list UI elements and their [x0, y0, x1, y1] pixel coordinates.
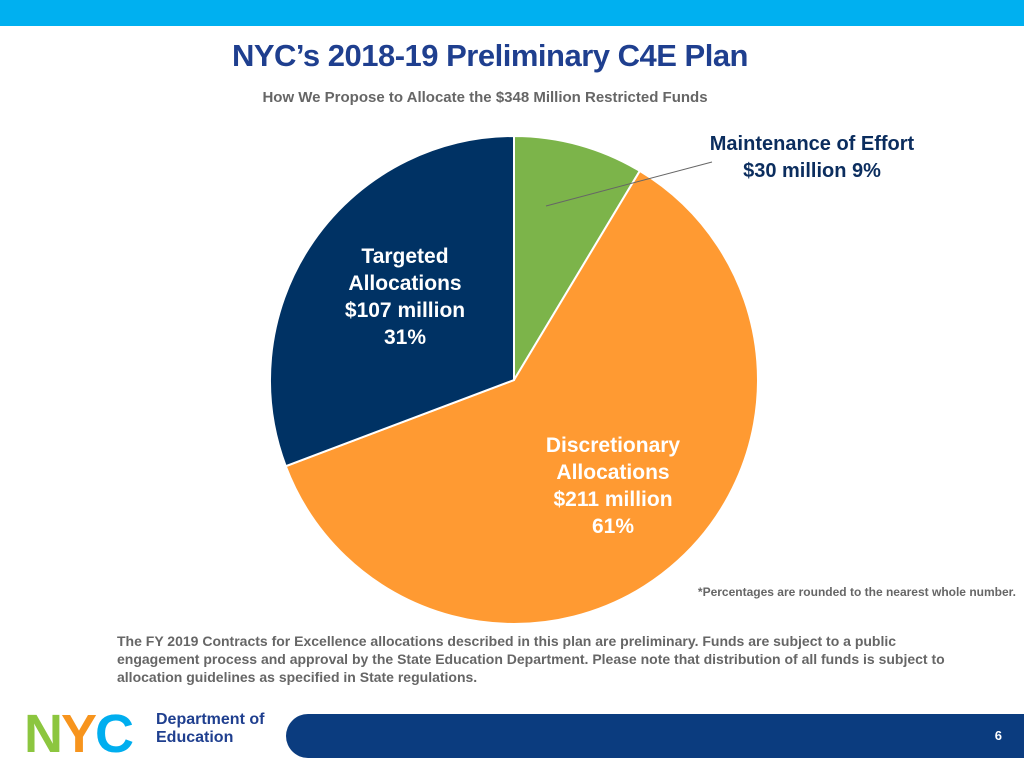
slice-label-maintenance-line2: $30 million 9%: [743, 160, 881, 182]
slide-title: NYC’s 2018-19 Preliminary C4E Plan: [231, 38, 749, 73]
pie-slice-targeted: [269, 134, 515, 468]
slice-label-discretionary-line4: 61%: [591, 515, 635, 538]
slice-label-targeted-line4: 31%: [383, 326, 427, 349]
slice-label-targeted-line3: $107 million: [344, 299, 466, 322]
logo-text-line2: Education: [156, 729, 234, 746]
logo-text: Department of Education: [156, 711, 264, 747]
logo-letter-c: C: [95, 704, 134, 764]
footnote: *Percentages are rounded to the nearest …: [697, 585, 1016, 599]
nyc-logo-mark: NYC: [24, 707, 134, 761]
top-accent-bar: [0, 0, 1024, 26]
leader-line-maintenance: [545, 161, 713, 207]
logo-letter-y: Y: [61, 704, 97, 764]
slice-label-discretionary-line2: Allocations: [556, 461, 670, 484]
disclaimer-text: The FY 2019 Contracts for Excellence all…: [117, 633, 945, 685]
slice-label-targeted: Targeted Allocations $107 million 31%: [315, 243, 495, 351]
slice-label-discretionary-line3: $211 million: [553, 488, 673, 511]
nyc-doe-logo: NYC Department of Education: [24, 707, 284, 761]
page-number: 6: [994, 728, 1002, 743]
slice-label-maintenance-line1: Maintenance of Effort: [709, 133, 915, 155]
bottom-footer-bar: 6: [286, 714, 1024, 758]
pie-slice-maintenance: [513, 134, 642, 384]
slice-label-maintenance: Maintenance of Effort $30 million 9%: [672, 131, 952, 185]
slice-label-discretionary: Discretionary Allocations $211 million 6…: [513, 432, 713, 540]
slice-label-discretionary-line1: Discretionary: [545, 434, 681, 457]
pie-chart: [269, 134, 759, 625]
logo-text-line1: Department of: [156, 711, 265, 728]
slide-subtitle: How We Propose to Allocate the $348 Mill…: [262, 89, 708, 106]
pie-slice-discretionary: [284, 169, 759, 625]
slice-label-targeted-line1: Targeted: [361, 245, 449, 268]
logo-letter-n: N: [24, 704, 63, 764]
slice-label-targeted-line2: Allocations: [348, 272, 462, 295]
